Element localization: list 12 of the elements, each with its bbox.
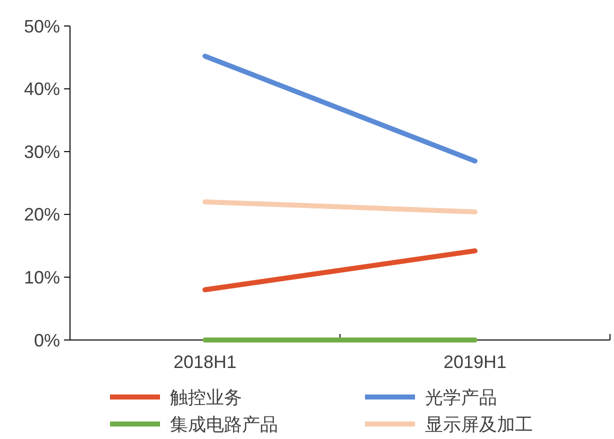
y-tick-label: 40% [24,79,60,100]
legend-label: 显示屏及加工 [425,414,533,434]
y-tick-label: 0% [34,330,60,350]
y-tick-label: 20% [24,204,60,225]
legend-label: 集成电路产品 [170,414,278,434]
y-tick-label: 30% [24,142,60,162]
x-tick-label: 2018H1 [173,352,237,372]
legend-label: 触控业务 [170,387,242,408]
legend-label: 光学产品 [425,387,497,408]
y-tick-label: 50% [24,16,60,36]
y-tick-label: 10% [24,268,60,288]
x-tick-label: 2019H1 [443,352,507,372]
